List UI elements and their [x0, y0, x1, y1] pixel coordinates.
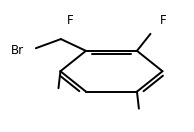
- Text: Br: Br: [11, 44, 24, 57]
- Text: F: F: [67, 14, 73, 27]
- Text: F: F: [160, 14, 167, 27]
